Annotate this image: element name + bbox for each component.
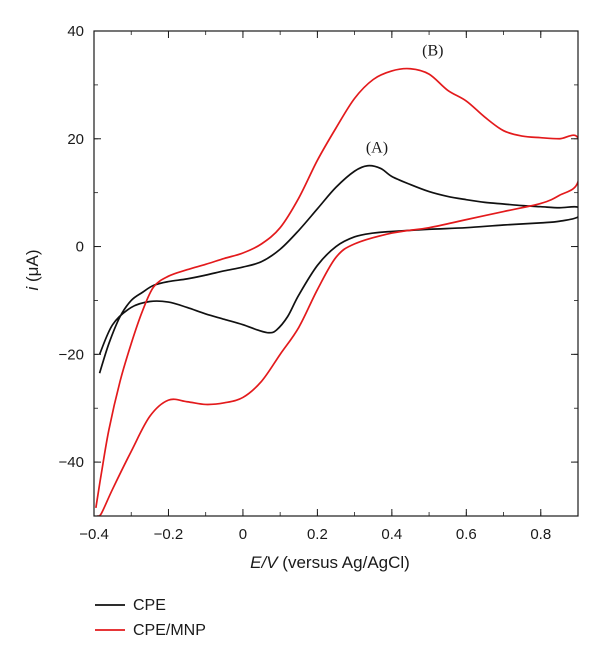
legend-label-2: CPE/MNP xyxy=(133,622,206,639)
y-axis-label-rest: (μA) xyxy=(23,250,42,287)
plot-content xyxy=(95,67,578,516)
legend: CPE CPE/MNP xyxy=(95,597,206,639)
series-line-1 xyxy=(98,164,578,374)
legend-label-1: CPE xyxy=(133,597,166,614)
x-axis-label: E/V (versus Ag/AgCl) xyxy=(250,553,410,572)
x-tick-label: −0.4 xyxy=(79,526,109,543)
y-axis-label: i (μA) xyxy=(23,250,42,291)
tick-labels: −0.4 −0.2 0 0.2 0.4 0.6 0.8 −40 −20 0 20 40 xyxy=(59,23,552,543)
x-axis-label-italic: E/V xyxy=(250,553,279,572)
x-tick-label: 0.2 xyxy=(307,526,328,543)
x-tick-label: 0.6 xyxy=(456,526,477,543)
x-tick-label: 0 xyxy=(239,526,247,543)
plot-frame xyxy=(93,30,579,517)
y-axis-label-italic: i xyxy=(23,285,42,290)
x-tick-label: 0.8 xyxy=(530,526,551,543)
series-line-2 xyxy=(95,67,578,516)
x-tick-label: 0.4 xyxy=(381,526,402,543)
peak-annotation: (B) xyxy=(422,42,443,59)
y-tick-label: −20 xyxy=(59,346,84,363)
x-axis-label-rest: (versus Ag/AgCl) xyxy=(278,553,410,572)
annotations: (A) (B) xyxy=(366,42,444,156)
y-tick-label: −40 xyxy=(59,454,84,471)
y-tick-label: 0 xyxy=(76,239,84,256)
y-tick-label: 20 xyxy=(67,131,84,148)
axis-ticks xyxy=(93,30,579,517)
x-tick-label: −0.2 xyxy=(154,526,184,543)
peak-annotation: (A) xyxy=(366,139,388,156)
y-tick-label: 40 xyxy=(67,23,84,40)
